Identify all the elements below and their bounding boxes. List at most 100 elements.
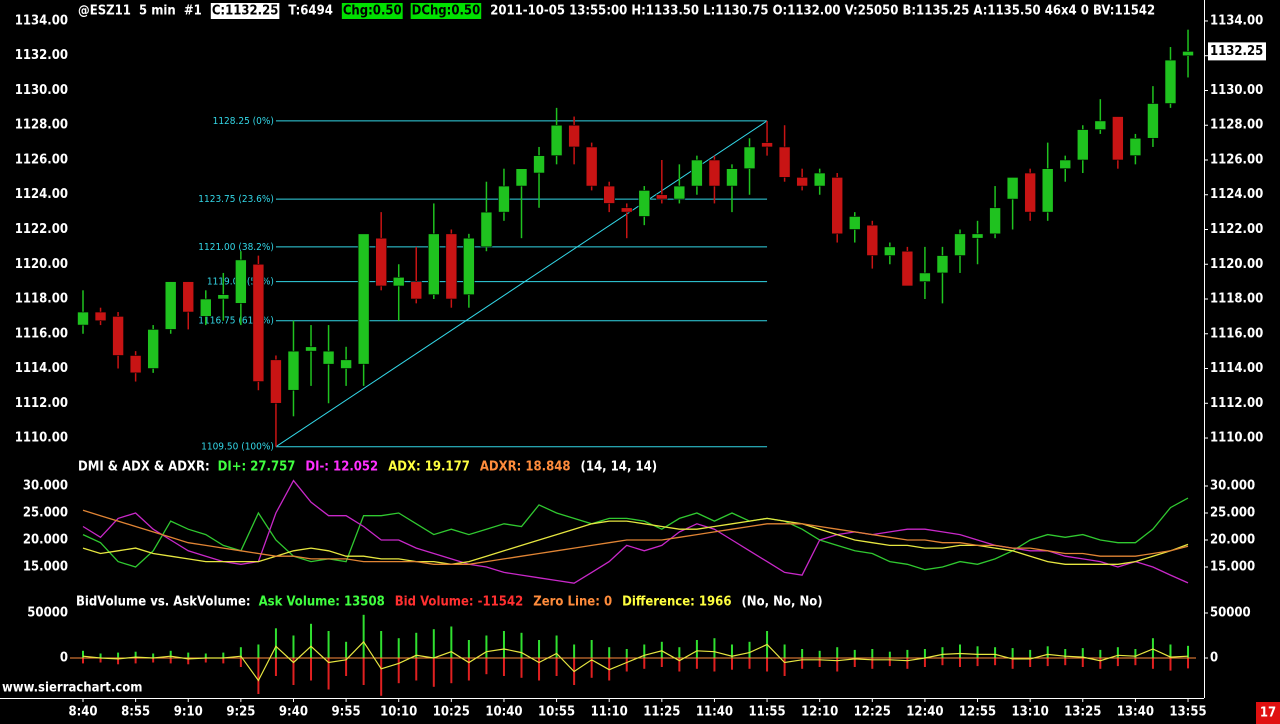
fib-trend	[275, 120, 768, 448]
candle-body	[848, 216, 861, 230]
time-label: 12:25	[854, 705, 891, 720]
candle-body	[954, 233, 966, 256]
price-tick-left: 1124.00	[15, 187, 68, 202]
time-label: 11:55	[748, 705, 785, 720]
time-label: 13:40	[1117, 705, 1154, 720]
volume-tick-left: 0	[60, 651, 68, 666]
volume-tick-right: 50000	[1210, 606, 1251, 621]
price-tick-right: 1114.00	[1210, 361, 1263, 376]
price-tick-left: 1134.00	[15, 13, 68, 28]
dmi-tick-left: 30.000	[23, 479, 68, 494]
candle-body	[620, 207, 633, 213]
time-label: 10:55	[538, 705, 575, 720]
header-item-bg	[210, 3, 280, 19]
candle-body	[164, 281, 177, 330]
time-label: 10:25	[433, 705, 470, 720]
study-title: BidVolume vs. AskVolume:	[76, 595, 251, 610]
header-item-bg	[341, 3, 403, 19]
candle-body	[147, 329, 159, 369]
candle-body	[813, 172, 826, 187]
candle-body	[199, 298, 212, 317]
time-label: 12:10	[801, 705, 838, 720]
price-tick-left: 1116.00	[15, 326, 68, 341]
website: www.sierrachart.com	[2, 681, 142, 696]
candle-body	[357, 233, 370, 365]
header-item: Zero Line: 0	[533, 595, 612, 610]
badge: 17	[1260, 706, 1276, 721]
price-tick-right: 1124.00	[1210, 187, 1263, 202]
time-label: 13:10	[1012, 705, 1049, 720]
header-item: ADXR: 18.848	[480, 460, 571, 475]
candle-body	[656, 194, 668, 200]
candle-body	[252, 263, 265, 382]
time-label: 11:10	[591, 705, 628, 720]
candle-body	[375, 237, 387, 287]
dmi-tick-right: 15.000	[1210, 560, 1255, 575]
candle-body	[1164, 59, 1177, 104]
header-item: Ask Volume: 13508	[259, 595, 385, 610]
candle-body	[235, 259, 247, 304]
fib-label: 1128.25 (0%)	[213, 116, 274, 127]
candle-body	[989, 207, 1001, 235]
candle-body	[919, 272, 931, 282]
candle-body	[480, 211, 493, 248]
time-label: 11:25	[643, 705, 680, 720]
candle-body	[340, 359, 352, 369]
header-item: T:6494	[288, 4, 333, 19]
time-label: 10:40	[485, 705, 522, 720]
candle-body	[463, 237, 475, 295]
fib-label: 1116.75 (61.8%)	[198, 316, 274, 327]
candle-body	[1147, 103, 1159, 139]
candle-body	[77, 311, 89, 326]
header-item: Difference: 1966	[622, 595, 731, 610]
candle-body	[884, 246, 896, 256]
time-label: 12:40	[906, 705, 943, 720]
candle-body	[287, 350, 300, 391]
candle-body	[568, 124, 580, 148]
dmi-tick-right: 20.000	[1210, 533, 1255, 548]
price-tick-left: 1132.00	[15, 48, 68, 63]
volume-tick-left: 50000	[27, 606, 68, 621]
candle-body	[270, 359, 282, 404]
candle-body	[866, 224, 879, 256]
candle-body	[533, 155, 545, 174]
candle-body	[427, 233, 440, 295]
header-item: DI-: 12.052	[305, 460, 378, 475]
candle-body	[1182, 51, 1194, 57]
time-label: 9:10	[174, 705, 203, 720]
volume-tick-right: 0	[1210, 651, 1218, 666]
time-label: 9:25	[226, 705, 255, 720]
candle-body	[1129, 137, 1142, 156]
candle-body	[1006, 177, 1019, 200]
price-tick-right: 1116.00	[1210, 326, 1263, 341]
candle-body	[550, 124, 563, 156]
price-tick-left: 1126.00	[15, 152, 68, 167]
candle-body	[673, 185, 686, 200]
candle-body	[726, 168, 738, 187]
candle-body	[305, 346, 317, 352]
candle-body	[322, 350, 335, 365]
time-label: 8:55	[121, 705, 150, 720]
badge-bg	[1256, 702, 1280, 724]
difference-line	[82, 640, 1189, 682]
candle-body	[691, 159, 703, 187]
last-price-box	[1208, 42, 1266, 61]
price-tick-left: 1130.00	[15, 83, 68, 98]
dmi-tick-right: 30.000	[1210, 479, 1255, 494]
candle-body	[603, 185, 616, 204]
fib-label: 1109.50 (100%)	[201, 442, 274, 453]
time-label: 12:55	[959, 705, 996, 720]
price-tick-right: 1112.00	[1210, 396, 1263, 411]
candle-body	[1076, 129, 1089, 161]
dmi-line	[82, 497, 1189, 571]
candle-body	[217, 294, 230, 300]
header-item: @ESZ11 5 min #1	[78, 4, 202, 19]
candle-body	[1059, 159, 1072, 169]
price-tick-right: 1118.00	[1210, 292, 1263, 307]
candle-body	[1094, 120, 1107, 130]
candle-body	[901, 250, 914, 287]
header-item: 2011-10-05 13:55:00 H:1133.50 L:1130.75 …	[490, 4, 1155, 19]
dmi-tick-right: 25.000	[1210, 506, 1255, 521]
